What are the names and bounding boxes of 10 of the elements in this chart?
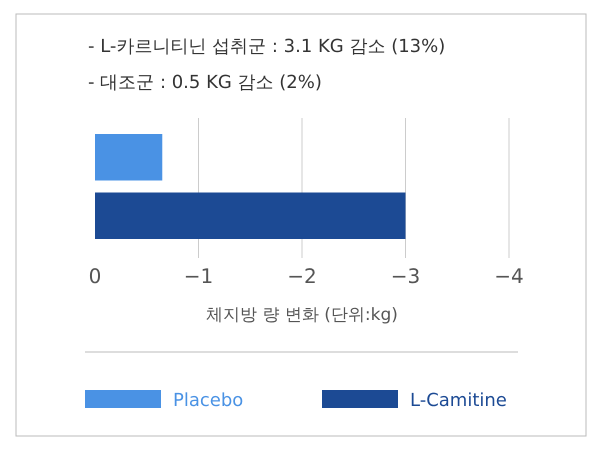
x-tick-label: −1 <box>184 264 214 288</box>
text: - L-카르니티닌 섭취군 : 3.1 KG 감소 (13%) <box>88 36 446 57</box>
x-tick-label: 0 <box>88 264 102 288</box>
x-tick-label: −2 <box>287 264 317 288</box>
x-axis-title: 체지방 량 변화 (단위:kg) <box>206 305 398 325</box>
text: - 대조군 : 0.5 KG 감소 (2%) <box>88 72 322 93</box>
legend-label: Placebo <box>173 390 244 411</box>
legend-label: L-Camitine <box>410 390 507 411</box>
x-tick-label: −3 <box>390 264 420 288</box>
x-tick-label: −4 <box>494 264 524 288</box>
